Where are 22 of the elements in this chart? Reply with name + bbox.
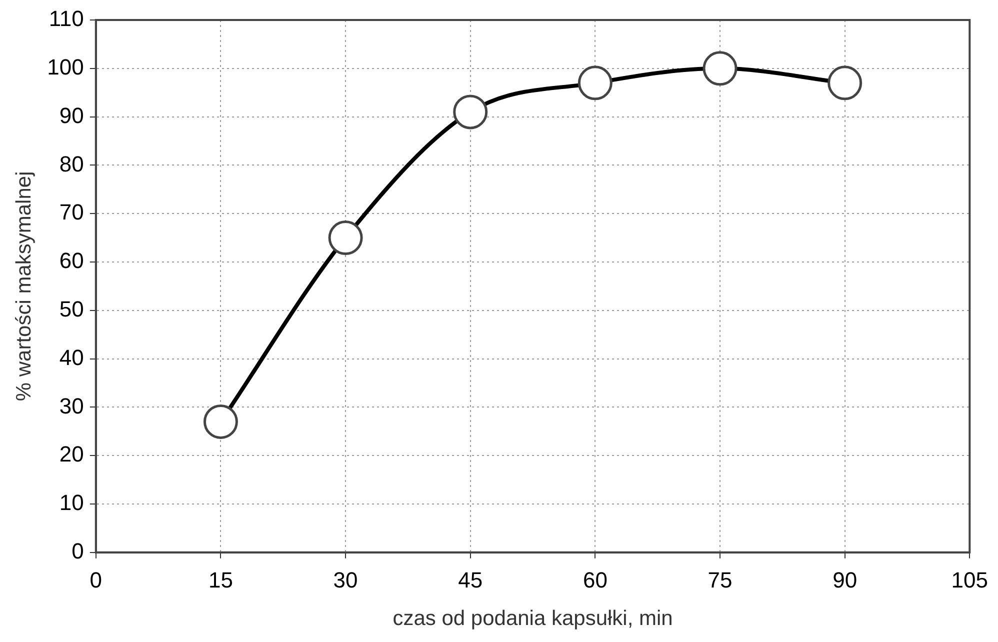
y-tick-label: 110 [48, 6, 84, 32]
y-tick-label: 100 [47, 54, 84, 80]
x-tick-label: 105 [951, 568, 988, 593]
x-tick-label: 45 [458, 568, 483, 593]
y-axis-title: % wartości maksymalnej [12, 171, 36, 402]
x-tick-label: 15 [208, 568, 233, 593]
y-tick-label: 20 [59, 442, 84, 467]
x-tick-label: 60 [582, 568, 608, 593]
y-tick-label: 40 [59, 344, 84, 370]
x-tick-label: 90 [832, 568, 858, 593]
y-tick-label: 60 [59, 248, 84, 274]
x-tick-label: 0 [90, 568, 102, 593]
y-tick-label: 90 [59, 102, 84, 128]
y-tick-label: 80 [59, 151, 84, 176]
y-tick-label: 30 [59, 393, 84, 418]
y-tick-label: 10 [59, 490, 84, 516]
y-tick-label: 70 [59, 200, 84, 225]
x-axis-title: czas od podania kapsułki, min [392, 607, 673, 630]
x-tick-label: 75 [708, 568, 732, 593]
y-tick-label: 50 [59, 296, 84, 322]
y-tick-label: 0 [72, 538, 84, 564]
x-tick-label: 30 [333, 568, 358, 593]
